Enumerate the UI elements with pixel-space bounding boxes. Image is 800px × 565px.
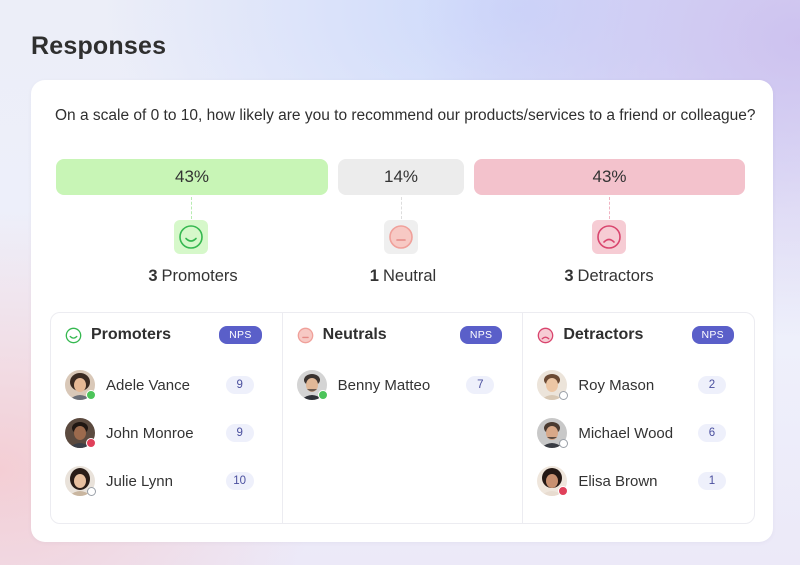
score-badge: 10 — [225, 472, 254, 490]
person-name: Adele Vance — [106, 376, 190, 394]
neutrals-column-title: Neutrals — [322, 326, 387, 343]
smile-face-icon — [65, 327, 82, 344]
nps-badge[interactable]: NPS — [459, 326, 503, 344]
nps-badge[interactable]: NPS — [219, 326, 262, 344]
sad-face-icon — [537, 327, 554, 344]
list-item[interactable]: Benny Matteo 7 — [296, 369, 495, 401]
detractors-count-label: 3 Detractors — [564, 267, 653, 286]
avatar — [537, 418, 569, 448]
list-item[interactable]: Julie Lynn 10 — [65, 465, 254, 497]
neutral-face-icon — [297, 327, 314, 344]
neutral-count: 1 — [369, 267, 379, 285]
status-busy-indicator — [86, 438, 96, 448]
person-name: John Monroe — [106, 424, 194, 442]
status-online-indicator — [86, 390, 96, 400]
promoters-percent-bar[interactable]: 43% — [56, 159, 328, 195]
avatar — [65, 418, 96, 448]
status-online-indicator — [317, 390, 328, 400]
neutral-connector — [401, 197, 402, 219]
list-item[interactable]: Michael Wood 6 — [537, 417, 726, 449]
smile-face-icon — [174, 220, 208, 254]
status-offline-indicator — [559, 391, 569, 400]
avatar — [65, 466, 96, 496]
person-name: Roy Mason — [578, 376, 655, 394]
status-busy-indicator — [558, 486, 569, 496]
score-badge: 6 — [698, 424, 726, 442]
list-item[interactable]: John Monroe 9 — [65, 417, 254, 449]
nps-badge[interactable]: NPS — [691, 326, 734, 344]
promoters-column: Promoters NPS Adele Vance 9 John Monroe … — [51, 313, 282, 523]
list-item[interactable]: Elisa Brown 1 — [537, 465, 726, 497]
avatar — [537, 370, 569, 400]
detractors-percent-bar[interactable]: 43% — [474, 159, 745, 195]
avatar — [65, 370, 96, 400]
promoters-column-header: Promoters NPS — [65, 323, 262, 347]
detractors-column-header: Detractors NPS — [537, 323, 734, 347]
list-item[interactable]: Roy Mason 2 — [537, 369, 726, 401]
promoters-count: 3 — [148, 267, 158, 285]
status-offline-indicator — [87, 487, 96, 496]
nps-lists: Promoters NPS Adele Vance 9 John Monroe … — [50, 312, 755, 524]
detractors-count: 3 — [564, 267, 574, 285]
detractors-label: Detractors — [577, 267, 654, 285]
score-badge: 2 — [698, 376, 726, 394]
detractors-column: Detractors NPS Roy Mason 2 Michael Wood … — [522, 313, 754, 523]
score-badge: 7 — [466, 376, 495, 394]
promoters-count-label: 3 Promoters — [148, 267, 237, 286]
promoters-label: Promoters — [161, 267, 238, 285]
person-name: Julie Lynn — [106, 472, 173, 490]
status-offline-indicator — [559, 439, 569, 448]
sad-face-icon — [592, 220, 626, 254]
neutral-percent-bar[interactable]: 14% — [338, 159, 464, 195]
score-badge: 9 — [225, 424, 254, 442]
neutral-face-icon — [384, 220, 418, 254]
avatar — [296, 370, 328, 400]
list-item[interactable]: Adele Vance 9 — [65, 369, 254, 401]
promoters-column-title: Promoters — [91, 326, 172, 343]
avatar — [537, 466, 569, 496]
promoters-connector — [191, 197, 192, 219]
neutrals-column-header: Neutrals NPS — [297, 323, 503, 347]
score-badge: 9 — [225, 376, 254, 394]
neutral-label: Neutral — [382, 267, 437, 285]
person-name: Elisa Brown — [578, 472, 658, 490]
page-title: Responses — [31, 32, 167, 60]
neutral-count-label: 1 Neutral — [370, 267, 436, 286]
person-name: Benny Matteo — [337, 376, 431, 394]
responses-card: On a scale of 0 to 10, how likely are yo… — [31, 80, 773, 542]
score-badge: 1 — [698, 472, 726, 490]
neutrals-column: Neutrals NPS Benny Matteo 7 — [281, 313, 523, 523]
detractors-column-title: Detractors — [563, 326, 644, 343]
person-name: Michael Wood — [578, 424, 674, 442]
survey-question: On a scale of 0 to 10, how likely are yo… — [55, 107, 756, 124]
detractors-connector — [609, 197, 610, 219]
